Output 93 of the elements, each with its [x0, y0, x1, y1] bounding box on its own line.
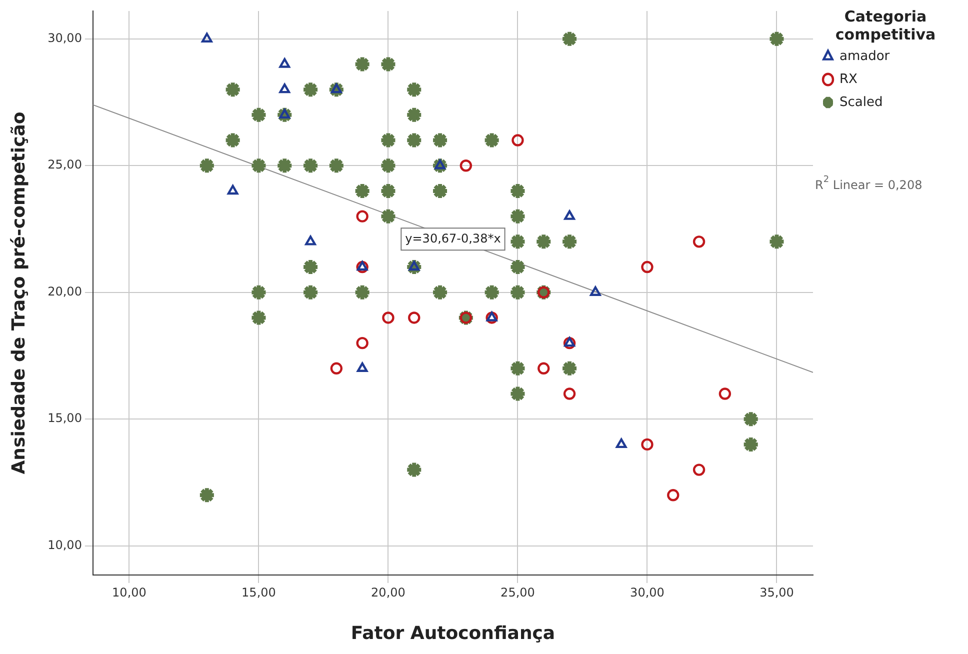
y-tick-label: 25,00 [48, 158, 82, 172]
point [250, 283, 268, 302]
point [431, 283, 450, 302]
y-tick-label: 20,00 [48, 284, 82, 298]
point [382, 312, 394, 324]
y-axis-title: Ansiedade de Traço pré-competição [8, 112, 30, 474]
point [250, 156, 268, 175]
point [641, 260, 654, 274]
point [279, 108, 290, 119]
annotation: y=30,67-0,38*x [405, 231, 501, 246]
point [227, 184, 238, 195]
point [563, 336, 576, 350]
x-axis-title: Fator Autoconfiança [350, 622, 556, 644]
point [486, 312, 498, 322]
y-tick-label: 10,00 [48, 538, 82, 552]
point [330, 83, 342, 94]
point [482, 131, 501, 150]
x-tick-label: 30,00 [630, 585, 664, 600]
y-tick-label: 15,00 [48, 411, 82, 426]
point [564, 336, 575, 347]
point [718, 388, 732, 400]
point [538, 362, 550, 375]
point [563, 388, 576, 400]
point [768, 232, 786, 251]
point [327, 156, 346, 175]
point [564, 210, 575, 220]
point [198, 486, 216, 504]
point [405, 80, 424, 99]
point [379, 156, 398, 175]
point [224, 80, 242, 99]
point [590, 286, 601, 296]
point [408, 260, 420, 271]
point [482, 283, 501, 302]
point [302, 80, 320, 99]
point [692, 464, 706, 476]
x-tick-label: 35,00 [760, 585, 794, 600]
legend-title: Categoria competitiva [835, 7, 936, 44]
point [560, 232, 579, 251]
point [302, 156, 320, 175]
point [379, 55, 398, 74]
point [512, 134, 524, 146]
point [198, 156, 216, 175]
point [616, 438, 627, 448]
point [768, 30, 786, 48]
point [379, 207, 398, 226]
point [434, 160, 446, 170]
point [667, 489, 680, 502]
point [353, 283, 372, 302]
point [508, 384, 527, 403]
point [279, 58, 290, 68]
point [692, 236, 706, 248]
point [279, 83, 290, 94]
point [250, 308, 268, 327]
point [356, 336, 368, 350]
x-tick-label: 10,00 [112, 585, 146, 600]
x-tick-label: 25,00 [500, 585, 535, 600]
point [379, 131, 398, 150]
point [560, 359, 579, 378]
legend-label: RX [840, 72, 858, 87]
point [201, 32, 212, 42]
point [405, 131, 424, 150]
point [356, 260, 368, 274]
point [431, 131, 450, 150]
point [508, 283, 527, 302]
point [405, 106, 424, 124]
point [508, 207, 527, 226]
point [330, 362, 343, 375]
point [276, 156, 294, 175]
point [356, 210, 368, 222]
legend-label: amador [840, 48, 890, 64]
point [356, 260, 368, 271]
x-tick-label: 15,00 [242, 585, 276, 600]
point [560, 30, 579, 48]
point [486, 312, 498, 324]
point [302, 283, 320, 302]
point [224, 131, 242, 150]
point [508, 232, 527, 251]
point [534, 232, 553, 251]
point [508, 359, 527, 378]
point [460, 312, 472, 324]
point [742, 410, 760, 428]
point [250, 106, 268, 124]
point [356, 362, 368, 372]
point [305, 236, 316, 246]
point [353, 55, 372, 74]
legend-label: Scaled [840, 94, 883, 110]
point [460, 160, 472, 172]
point [641, 438, 654, 451]
point [538, 286, 550, 298]
x-tick-label: 20,00 [371, 585, 406, 600]
point [405, 460, 424, 479]
y-tick-label: 30,00 [48, 31, 82, 46]
point [408, 312, 420, 324]
